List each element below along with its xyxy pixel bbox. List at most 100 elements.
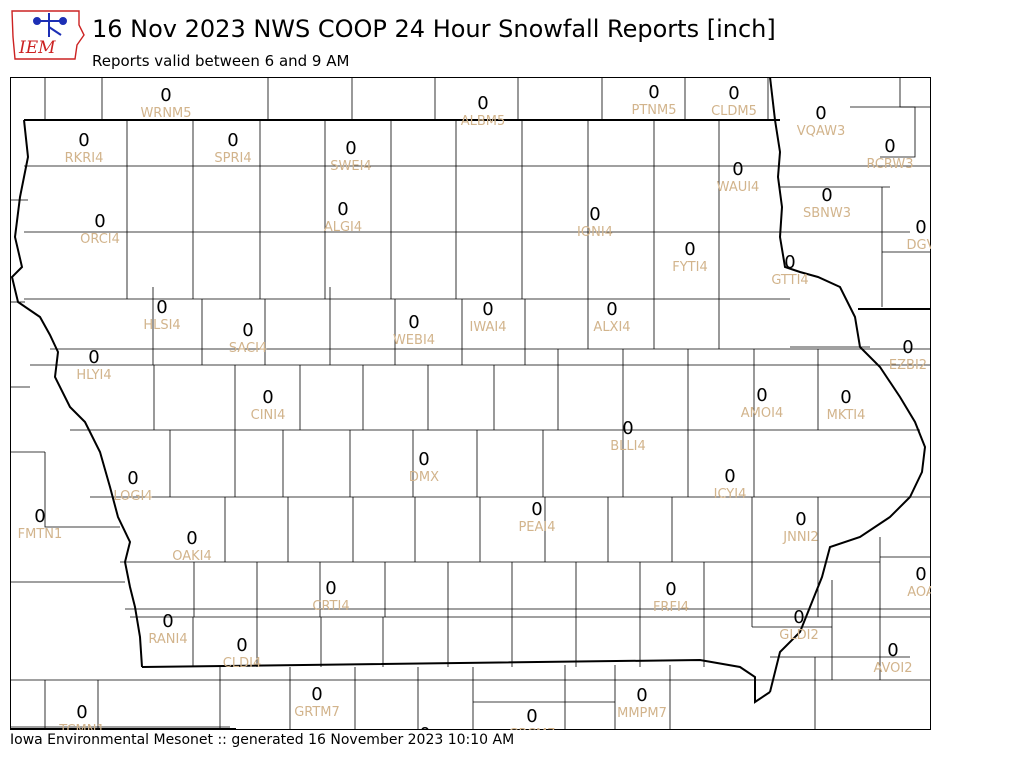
station-id-label: FYTI4 (672, 260, 707, 275)
snowfall-value: 0 (408, 312, 419, 333)
weather-station-icon (33, 13, 67, 37)
station-id-label: JNNI2 (782, 530, 818, 545)
snowfall-value: 0 (477, 93, 488, 114)
snowfall-value: 0 (526, 706, 537, 727)
station-id-label: LOGI4 (113, 489, 152, 504)
snowfall-value: 0 (345, 138, 356, 159)
snowfall-value: 0 (76, 702, 87, 723)
station-id-label: GRCM7 (508, 727, 555, 730)
station-plot: 0TCMN1 (58, 702, 104, 730)
snowfall-value: 0 (242, 320, 253, 341)
station-id-label: GLDI2 (779, 628, 818, 643)
snowfall-value: 0 (78, 130, 89, 151)
snowfall-value: 0 (821, 185, 832, 206)
station-id-label: OAKI4 (172, 549, 212, 564)
station-id-label: RCRW3 (866, 157, 913, 172)
snowfall-value: 0 (728, 83, 739, 104)
snowfall-value: 0 (684, 239, 695, 260)
station-id-label: VQAW3 (797, 124, 845, 139)
station-id-label: HLSI4 (143, 318, 180, 333)
station-plot: 0 (419, 724, 430, 730)
snowfall-value: 0 (724, 466, 735, 487)
page-title: 16 Nov 2023 NWS COOP 24 Hour Snowfall Re… (92, 15, 776, 43)
station-id-label: IONI4 (577, 225, 613, 240)
station-id-label: SBNW3 (803, 206, 851, 221)
station-id-label: PEAI4 (518, 520, 555, 535)
station-id-label: ORCI4 (80, 232, 120, 247)
station-id-label: ALGI4 (324, 220, 362, 235)
station-id-label: ICYI4 (714, 487, 747, 502)
snowfall-value: 0 (793, 607, 804, 628)
station-id-label: IWAI4 (470, 320, 507, 335)
state-borders (10, 77, 930, 730)
station-id-label: MMPM7 (617, 706, 667, 721)
snowfall-value: 0 (337, 199, 348, 220)
snowfall-value: 0 (795, 509, 806, 530)
footer-credit: Iowa Environmental Mesonet :: generated … (10, 732, 515, 748)
station-id-label: WRNM5 (140, 106, 191, 121)
iowa-west-border (10, 119, 143, 668)
snowfall-value: 0 (902, 337, 913, 358)
snowfall-value: 0 (840, 387, 851, 408)
snowfall-value: 0 (915, 217, 926, 238)
snowfall-value: 0 (784, 252, 795, 273)
snowfall-value: 0 (531, 499, 542, 520)
iowa-south-border (141, 658, 771, 704)
station-id-label: RKRI4 (65, 151, 104, 166)
station-id-label: ALXI4 (593, 320, 630, 335)
station-id-label: ALBM5 (461, 114, 506, 129)
snowfall-value: 0 (815, 103, 826, 124)
station-id-label: CLDM5 (711, 104, 757, 119)
station-id-label: SPRI4 (214, 151, 251, 166)
snowfall-value: 0 (94, 211, 105, 232)
station-id-label: CLDI4 (223, 656, 261, 671)
snowfall-value: 0 (325, 578, 336, 599)
snowfall-value: 0 (418, 449, 429, 470)
station-id-label: SWEI4 (330, 159, 371, 174)
station-id-label: EZBI2 (889, 358, 927, 373)
station-id-label: RANI4 (148, 632, 187, 647)
snowfall-value: 0 (648, 82, 659, 103)
snowfall-value: 0 (884, 136, 895, 157)
snowfall-value: 0 (419, 724, 430, 730)
station-id-label: CRTI4 (312, 599, 349, 614)
snowfall-value: 0 (732, 159, 743, 180)
station-id-label: SACI4 (229, 341, 267, 356)
logo-text: IEM (18, 38, 56, 58)
station-id-label: DMX (409, 470, 439, 485)
snowfall-value: 0 (665, 579, 676, 600)
snowfall-value: 0 (887, 640, 898, 661)
iowa-outline-shape (11, 10, 85, 60)
snowfall-value: 0 (915, 564, 926, 585)
station-id-label: WAUI4 (717, 180, 760, 195)
snowfall-value: 0 (127, 468, 138, 489)
snowfall-value: 0 (482, 299, 493, 320)
